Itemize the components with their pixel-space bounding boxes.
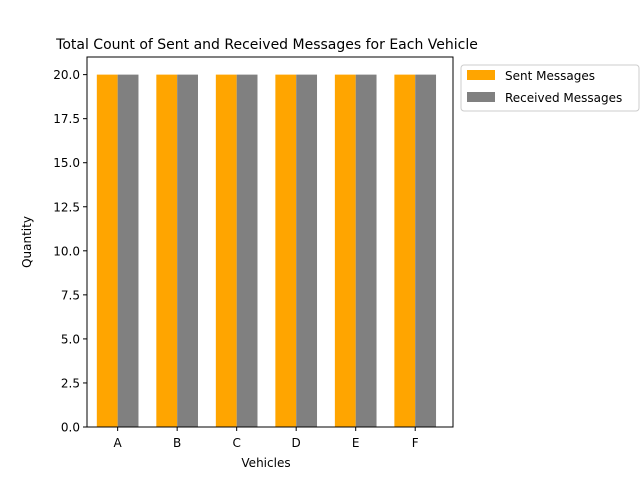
bar-received-c: [236, 74, 258, 428]
bar-sent-d: [275, 74, 297, 428]
bar-sent-c: [215, 74, 237, 428]
y-tick-label-7: 17.5: [53, 112, 80, 126]
y-tick-label-4: 10.0: [53, 244, 80, 258]
y-tick-label-8: 20.0: [53, 68, 80, 82]
x-tick-label-d: D: [292, 436, 301, 450]
legend-label-sent: Sent Messages: [505, 69, 595, 83]
y-tick-label-0: 0.0: [61, 421, 80, 435]
legend: Sent Messages Received Messages: [460, 64, 640, 112]
bar-sent-f: [394, 74, 416, 428]
legend-frame: [460, 64, 640, 112]
y-axis: 0.0 2.5 5.0 7.5 10.0 12.5 15.0 17.5 20.0: [53, 68, 87, 435]
chart-title: Total Count of Sent and Received Message…: [55, 37, 478, 53]
y-tick-label-6: 15.0: [53, 156, 80, 170]
y-tick-label-5: 12.5: [53, 200, 80, 214]
bar-received-f: [415, 74, 437, 428]
x-axis-label: Vehicles: [241, 456, 290, 470]
y-tick-label-1: 2.5: [61, 376, 80, 390]
bar-received-d: [296, 74, 318, 428]
y-axis-label: Quantity: [20, 216, 34, 268]
y-tick-label-2: 5.0: [61, 332, 80, 346]
x-tick-label-e: E: [352, 436, 360, 450]
bars-layer: [96, 74, 437, 428]
x-tick-label-b: B: [173, 436, 181, 450]
bar-received-a: [117, 74, 139, 428]
bar-sent-b: [156, 74, 178, 428]
bar-sent-a: [96, 74, 118, 428]
bar-sent-e: [334, 74, 356, 428]
bar-received-e: [355, 74, 377, 428]
legend-swatch-received: [467, 92, 495, 102]
x-tick-label-a: A: [114, 436, 123, 450]
plot-area-frame: [86, 56, 454, 428]
x-tick-label-c: C: [232, 436, 240, 450]
bar-received-b: [177, 74, 198, 428]
x-tick-label-f: F: [412, 436, 419, 450]
x-axis: A B C D E F: [114, 427, 419, 450]
y-tick-label-3: 7.5: [61, 288, 80, 302]
legend-label-received: Received Messages: [505, 91, 622, 105]
legend-swatch-sent: [467, 70, 495, 80]
